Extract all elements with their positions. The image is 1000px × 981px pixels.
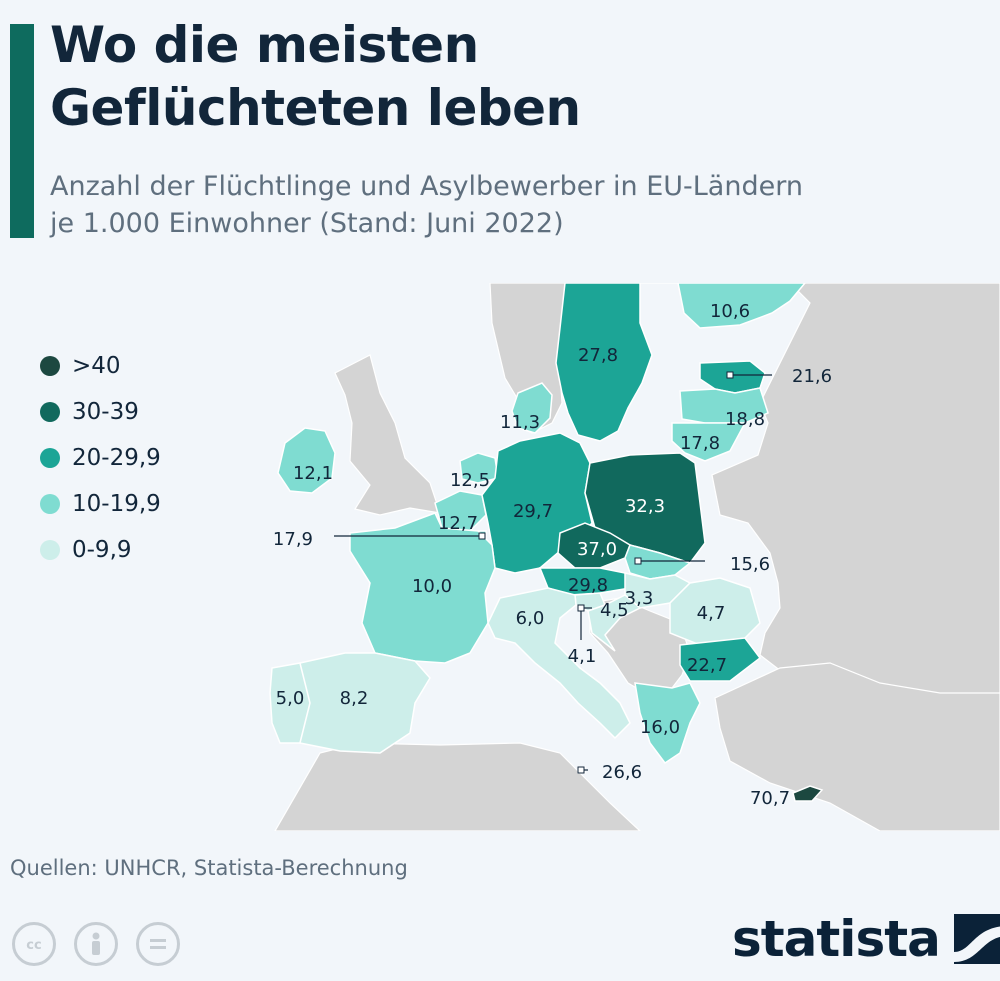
subtitle-line-2: je 1.000 Einwohner (Stand: Juni 2022): [50, 208, 564, 239]
legend-swatch: [40, 402, 60, 422]
by-icon[interactable]: [74, 922, 118, 966]
legend: >40 30-39 20-29,9 10-19,9 0-9,9: [40, 343, 161, 573]
country-ireland: [277, 427, 336, 494]
legend-swatch: [40, 540, 60, 560]
brand-wordmark: statista: [732, 910, 941, 968]
nd-icon[interactable]: [136, 922, 180, 966]
country-spain: [299, 652, 431, 754]
value-label-slovakia: 15,6: [730, 554, 770, 575]
title-line-2: Geflüchteten leben: [50, 79, 581, 137]
value-label-germany: 29,7: [513, 501, 553, 522]
legend-swatch: [40, 356, 60, 376]
value-label-bulgaria: 22,7: [687, 655, 727, 676]
callout-marker-luxembourg: [478, 532, 486, 540]
britain-land: [334, 354, 441, 516]
value-label-croatia: 4,1: [568, 646, 597, 667]
value-label-belgium: 12,7: [438, 513, 478, 534]
title-accent-bar: [10, 24, 34, 238]
country-romania: [669, 577, 761, 646]
value-label-france: 10,0: [412, 576, 452, 597]
subtitle-line-1: Anzahl der Flüchtlinge und Asylbewerber …: [50, 171, 803, 202]
callout-marker-slovakia: [634, 557, 642, 565]
non-eu-land: [274, 283, 1000, 831]
value-label-malta: 26,6: [602, 762, 642, 783]
value-label-estonia: 21,6: [792, 366, 832, 387]
value-label-romania: 4,7: [697, 603, 726, 624]
value-label-italy: 6,0: [516, 608, 545, 629]
country-lithuania: [671, 422, 747, 462]
legend-label: >40: [72, 353, 121, 379]
legend-item: >40: [40, 343, 161, 389]
value-label-greece: 16,0: [640, 717, 680, 738]
legend-item: 10-19,9: [40, 481, 161, 527]
value-label-ireland: 12,1: [293, 463, 333, 484]
value-label-czechia: 37,0: [577, 539, 617, 560]
svg-text:cc: cc: [26, 938, 41, 952]
legend-label: 20-29,9: [72, 445, 161, 471]
value-label-spain: 8,2: [340, 688, 369, 709]
legend-swatch: [40, 494, 60, 514]
legend-label: 30-39: [72, 399, 139, 425]
value-label-hungary: 3,3: [625, 588, 654, 609]
brand-mark-icon: [953, 914, 1000, 964]
legend-label: 0-9,9: [72, 537, 132, 563]
legend-item: 30-39: [40, 389, 161, 435]
legend-item: 0-9,9: [40, 527, 161, 573]
country-bulgaria: [679, 637, 762, 682]
value-label-slovenia: 4,5: [600, 600, 629, 621]
value-label-luxembourg: 17,9: [273, 529, 313, 550]
country-cyprus: [792, 785, 824, 802]
turkey-land: [714, 662, 1000, 831]
callout-marker-estonia: [726, 371, 734, 379]
title-line-1: Wo die meisten: [50, 16, 479, 74]
value-label-netherlands: 12,5: [450, 470, 490, 491]
chart-title: Wo die meisten Geflüchteten leben: [50, 14, 970, 140]
source-note: Quellen: UNHCR, Statista-Berechnung: [10, 856, 408, 880]
value-label-denmark: 11,3: [500, 412, 540, 433]
value-label-latvia: 18,8: [725, 409, 765, 430]
country-croatia: [587, 594, 642, 652]
legend-label: 10-19,9: [72, 491, 161, 517]
value-label-poland: 32,3: [625, 496, 665, 517]
cc-icon[interactable]: cc: [12, 922, 56, 966]
country-sweden: [555, 283, 653, 442]
value-label-portugal: 5,0: [276, 688, 305, 709]
country-italy: [487, 587, 631, 740]
chart-subtitle: Anzahl der Flüchtlinge und Asylbewerber …: [50, 168, 980, 242]
country-greece: [634, 682, 701, 765]
value-label-finland: 10,6: [710, 301, 750, 322]
value-label-austria: 29,8: [568, 575, 608, 596]
callout-marker-malta: [577, 766, 585, 774]
country-latvia: [679, 387, 769, 424]
legend-item: 20-29,9: [40, 435, 161, 481]
value-label-sweden: 27,8: [578, 345, 618, 366]
statista-logo[interactable]: statista: [732, 910, 1000, 968]
callout-marker-croatia: [577, 604, 585, 612]
value-label-cyprus: 70,7: [750, 788, 790, 809]
map: 27,8 10,6 21,6 18,8 17,8 11,3 12,1 12,5 12,7 17,9…: [0, 283, 1000, 831]
country-denmark: [511, 382, 553, 434]
country-finland: [677, 283, 806, 329]
value-label-lithuania: 17,8: [680, 433, 720, 454]
map-svg: 27,8 10,6 21,6 18,817,8 11,3 12,1 12,5 12,7 17,9…: [0, 283, 1000, 831]
legend-swatch: [40, 448, 60, 468]
